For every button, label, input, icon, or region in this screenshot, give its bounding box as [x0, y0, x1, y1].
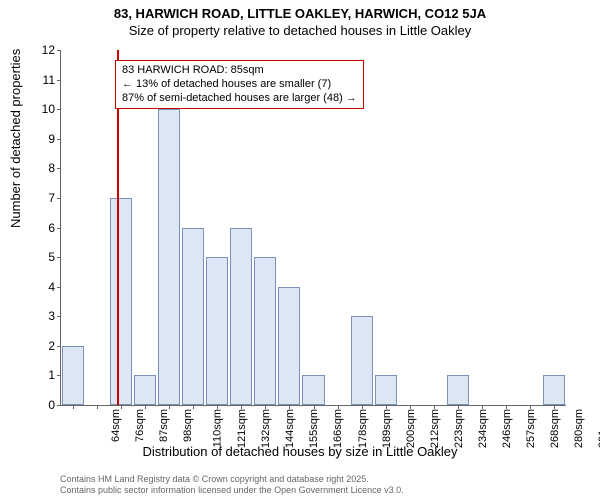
y-tick-mark: [57, 346, 61, 347]
x-tick-label: 98sqm: [182, 409, 194, 442]
histogram-bar: [254, 257, 276, 405]
x-tick-mark: [434, 405, 435, 409]
histogram-bar: [230, 228, 252, 406]
y-tick-mark: [57, 198, 61, 199]
x-tick-mark: [338, 405, 339, 409]
x-tick-label: 64sqm: [110, 409, 122, 442]
x-tick-label: 178sqm: [357, 409, 369, 448]
x-tick-label: 144sqm: [284, 409, 296, 448]
y-tick-mark: [57, 50, 61, 51]
footer-note: Contains HM Land Registry data © Crown c…: [60, 474, 404, 496]
histogram-bar: [302, 375, 324, 405]
histogram-bar: [158, 109, 180, 405]
x-tick-label: 234sqm: [477, 409, 489, 448]
annotation-line2: ← 13% of detached houses are smaller (7): [122, 78, 357, 92]
y-axis-label: Number of detached properties: [8, 49, 23, 228]
histogram-bar: [447, 375, 469, 405]
x-tick-mark: [362, 405, 363, 409]
x-tick-label: 246sqm: [501, 409, 513, 448]
x-tick-mark: [121, 405, 122, 409]
x-tick-label: 76sqm: [134, 409, 146, 442]
annotation-line3: 87% of semi-detached houses are larger (…: [122, 92, 357, 106]
annotation-line1: 83 HARWICH ROAD: 85sqm: [122, 64, 357, 78]
x-tick-label: 268sqm: [549, 409, 561, 448]
histogram-bar: [62, 346, 84, 405]
x-tick-label: 189sqm: [381, 409, 393, 448]
x-tick-mark: [217, 405, 218, 409]
x-tick-label: 212sqm: [429, 409, 441, 448]
x-tick-mark: [265, 405, 266, 409]
y-tick-mark: [57, 228, 61, 229]
histogram-bar: [543, 375, 565, 405]
y-tick-mark: [57, 80, 61, 81]
x-tick-mark: [145, 405, 146, 409]
histogram-bar: [351, 316, 373, 405]
y-tick-mark: [57, 168, 61, 169]
x-tick-label: 155sqm: [309, 409, 321, 448]
x-tick-mark: [289, 405, 290, 409]
x-tick-mark: [314, 405, 315, 409]
x-tick-label: 121sqm: [236, 409, 248, 448]
histogram-bar: [134, 375, 156, 405]
x-tick-mark: [506, 405, 507, 409]
y-tick-mark: [57, 405, 61, 406]
footer-line2: Contains public sector information licen…: [60, 485, 404, 496]
y-tick-mark: [57, 139, 61, 140]
y-tick-mark: [57, 375, 61, 376]
x-tick-label: 166sqm: [333, 409, 345, 448]
histogram-bar: [182, 228, 204, 406]
x-tick-label: 280sqm: [573, 409, 585, 448]
y-tick-mark: [57, 257, 61, 258]
y-tick-mark: [57, 109, 61, 110]
x-tick-mark: [169, 405, 170, 409]
histogram-bar: [206, 257, 228, 405]
x-tick-mark: [458, 405, 459, 409]
histogram-bar: [110, 198, 132, 405]
y-tick-mark: [57, 287, 61, 288]
footer-line1: Contains HM Land Registry data © Crown c…: [60, 474, 404, 485]
x-tick-label: 87sqm: [158, 409, 170, 442]
plot-area: 012345678910111264sqm76sqm87sqm98sqm110s…: [60, 50, 566, 406]
annotation-box: 83 HARWICH ROAD: 85sqm ← 13% of detached…: [115, 60, 364, 109]
x-tick-label: 110sqm: [212, 409, 224, 447]
histogram-bar: [375, 375, 397, 405]
x-tick-label: 200sqm: [405, 409, 417, 448]
chart-subtitle: Size of property relative to detached ho…: [0, 23, 600, 38]
x-tick-mark: [530, 405, 531, 409]
histogram-bar: [278, 287, 300, 405]
x-tick-mark: [73, 405, 74, 409]
x-tick-mark: [482, 405, 483, 409]
x-tick-mark: [193, 405, 194, 409]
x-axis-label: Distribution of detached houses by size …: [0, 444, 600, 459]
x-tick-label: 132sqm: [260, 409, 272, 448]
x-tick-mark: [554, 405, 555, 409]
x-tick-label: 223sqm: [453, 409, 465, 448]
x-tick-mark: [241, 405, 242, 409]
y-tick-mark: [57, 316, 61, 317]
chart-title: 83, HARWICH ROAD, LITTLE OAKLEY, HARWICH…: [0, 6, 600, 21]
x-tick-label: 257sqm: [525, 409, 537, 448]
x-tick-mark: [410, 405, 411, 409]
x-tick-mark: [97, 405, 98, 409]
x-tick-mark: [386, 405, 387, 409]
